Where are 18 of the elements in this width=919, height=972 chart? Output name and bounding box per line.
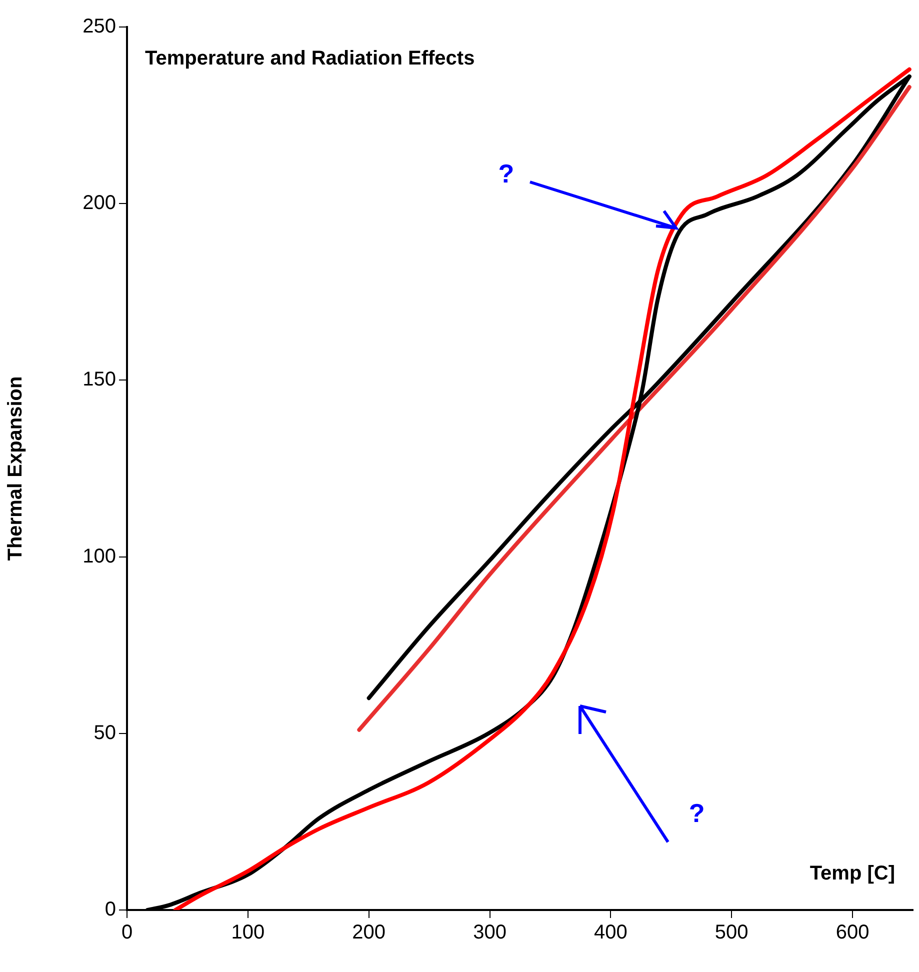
x-tick-label: 0 [121,922,133,944]
y-tick-label: 100 [82,545,116,568]
x-tick-label: 300 [473,922,506,944]
x-tick-label: 500 [714,922,748,944]
x-tick-label: 600 [836,922,870,944]
y-tick-label: 150 [82,368,116,391]
y-tick-label: 200 [82,192,116,214]
annotation: ? [498,158,514,188]
y-tick-label: 0 [104,898,116,921]
annotation: ? [688,798,705,828]
y-axis-title: Thermal Expansion [4,376,27,561]
x-axis-title: Temp [C] [810,862,895,885]
x-tick-label: 100 [231,922,265,944]
text: Temperature and Radiation Effects [145,48,475,70]
x-tick-label: 400 [594,922,628,944]
y-tick-label: 50 [94,722,116,744]
y-tick-label: 250 [82,16,116,38]
x-tick-label: 200 [352,922,386,944]
